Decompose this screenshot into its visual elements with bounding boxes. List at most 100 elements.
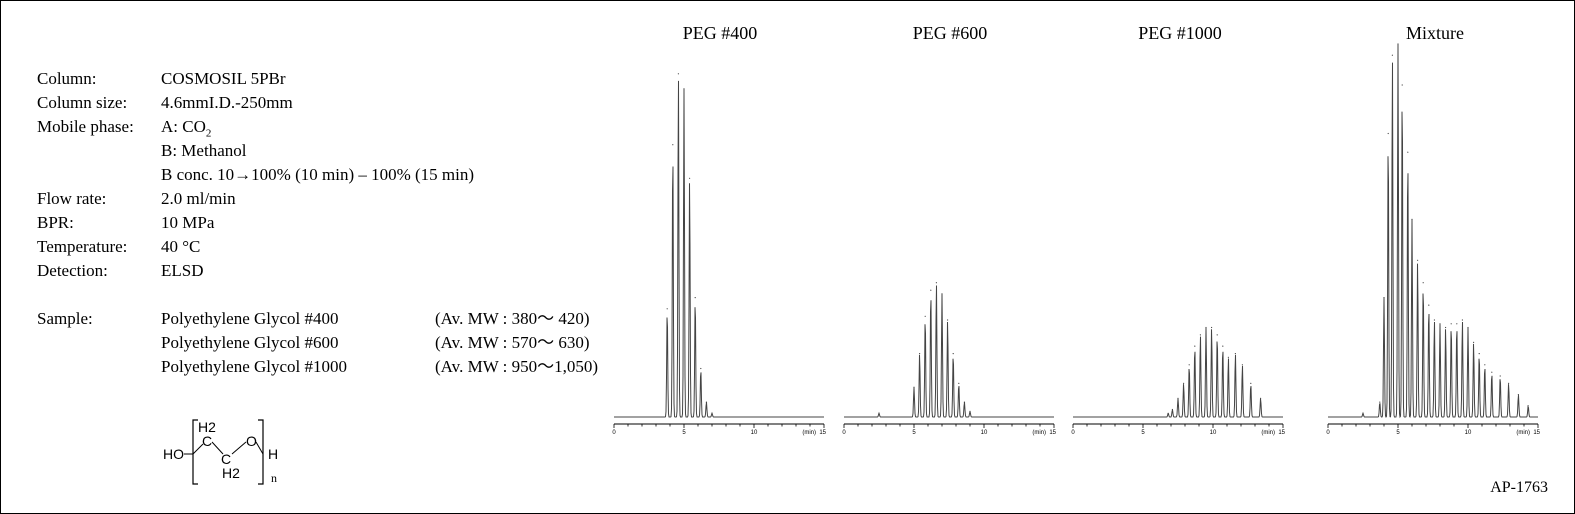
condition-value-text: 2.0 ml/min: [161, 189, 236, 208]
peg-structure: HO H2 C C H2 O H n: [163, 419, 278, 485]
peak-point: [1222, 345, 1224, 347]
condition-value-text: B conc. 10→100% (10 min) – 100% (15 min): [161, 165, 475, 184]
x-tick-label: 5: [1141, 430, 1145, 436]
peak-point: [1188, 364, 1190, 366]
peak-point: [672, 144, 674, 146]
x-axis-label: (min): [1516, 430, 1530, 436]
peak-point: [1517, 394, 1519, 396]
condition-value: B conc. 10→100% (10 min) – 100% (15 min): [161, 163, 474, 187]
condition-value-text: 4.6mmI.D.-250mm: [161, 93, 293, 112]
peak-point: [1387, 132, 1389, 135]
x-tick-label: 10: [751, 430, 758, 436]
condition-value-text: COSMOSIL 5PBr: [161, 69, 286, 88]
x-tick-label: 0: [1326, 430, 1330, 436]
chromatogram-4: 0 5 10 15(min): [1326, 43, 1541, 436]
peak-point: [711, 412, 713, 414]
peak-point: [1234, 353, 1236, 355]
peak-point: [1428, 304, 1430, 306]
peak-point: [1499, 375, 1501, 377]
condition-label: Column:: [37, 69, 97, 88]
peak-point: [1383, 297, 1385, 299]
peak-point: [666, 308, 668, 310]
peak-point: [941, 293, 943, 295]
peak-point: [1211, 326, 1213, 329]
structure-h: H: [268, 446, 278, 462]
condition-value-text: A: CO: [161, 117, 206, 136]
x-tick-label: 5: [912, 430, 916, 436]
document-code: AP-1763: [1490, 479, 1548, 496]
peak-point: [1461, 319, 1463, 321]
condition-value: 4.6mmI.D.-250mm: [161, 91, 293, 115]
peak-point: [1484, 364, 1486, 366]
peak-point: [913, 386, 915, 388]
sample-mw: (Av. MW : 950～1,050): [435, 357, 599, 376]
condition-value-text: B: Methanol: [161, 141, 247, 160]
peak-point: [1445, 326, 1447, 329]
peak-point: [1199, 334, 1201, 336]
structure-n: n: [271, 471, 277, 485]
chromatogram-3: 0 5 10 15(min): [1071, 326, 1286, 436]
condition-label: Detection:: [37, 261, 108, 280]
x-axis-label: (min): [802, 430, 816, 436]
chart-title: PEG #400: [682, 23, 758, 43]
peak-point: [1411, 218, 1413, 220]
structure-ho: HO: [163, 446, 184, 462]
peak-point: [694, 297, 696, 299]
x-tick-label: 5: [682, 430, 686, 436]
peak-point: [1478, 353, 1480, 355]
peak-point: [677, 73, 680, 75]
peak-point: [1422, 282, 1424, 284]
peak-point: [683, 88, 685, 90]
structure-c1: C: [202, 433, 212, 449]
peak-point: [1473, 341, 1475, 343]
peak-point: [924, 315, 926, 317]
sample-mw: (Av. MW : 570～ 630): [435, 333, 590, 352]
condition-label: BPR:: [37, 213, 74, 232]
chromatogram-trace: [1328, 43, 1538, 419]
peak-point: [952, 353, 954, 355]
peak-point: [1450, 323, 1452, 325]
x-tick-label: 15: [1533, 430, 1540, 436]
peak-point: [919, 353, 921, 355]
structure-h2-bottom: H2: [222, 465, 240, 481]
x-axis-label: (min): [1261, 430, 1275, 436]
structure-h2-top: H2: [198, 419, 216, 435]
peak-point: [1491, 371, 1493, 373]
peak-point: [1401, 84, 1403, 86]
sample-name: Polyethylene Glycol #600: [161, 333, 339, 352]
condition-label: Flow rate:: [37, 189, 107, 208]
condition-label: Mobile phase:: [37, 117, 134, 136]
condition-value-text: ELSD: [161, 261, 204, 280]
peak-point: [1439, 323, 1441, 325]
peak-point: [700, 367, 702, 370]
condition-value: 40 °C: [161, 235, 200, 259]
chromatogram-trace: [614, 80, 824, 418]
peak-point: [1362, 412, 1364, 414]
condition-label: Column size:: [37, 93, 128, 112]
peak-point: [1216, 334, 1218, 336]
x-tick-label: 10: [1465, 430, 1472, 436]
x-tick-label: 10: [1210, 430, 1217, 436]
condition-value: B: Methanol: [161, 139, 246, 163]
peak-point: [1167, 412, 1169, 414]
x-tick-label: 15: [819, 430, 826, 436]
peak-point: [969, 410, 971, 412]
sample-label: Sample:: [37, 309, 93, 328]
peak-point: [1433, 319, 1435, 321]
sample-name: Polyethylene Glycol #1000: [161, 357, 348, 376]
condition-subscript: 2: [205, 127, 212, 140]
peak-point: [1508, 382, 1510, 384]
peak-point: [689, 177, 691, 179]
chromatogram-1: 0 5 10 15(min): [612, 73, 827, 436]
chromatogram-2: 0 5 10 15(min): [842, 282, 1057, 436]
peak-point: [1227, 356, 1229, 358]
peak-point: [935, 282, 938, 284]
x-tick-label: 10: [981, 430, 988, 436]
x-tick-label: 0: [612, 430, 616, 436]
peak-point: [1397, 43, 1399, 45]
condition-value: A: CO2: [161, 115, 211, 145]
peak-point: [930, 289, 932, 291]
x-tick-label: 5: [1396, 430, 1400, 436]
sample-name: Polyethylene Glycol #400: [161, 309, 339, 328]
peak-point: [1183, 382, 1185, 384]
